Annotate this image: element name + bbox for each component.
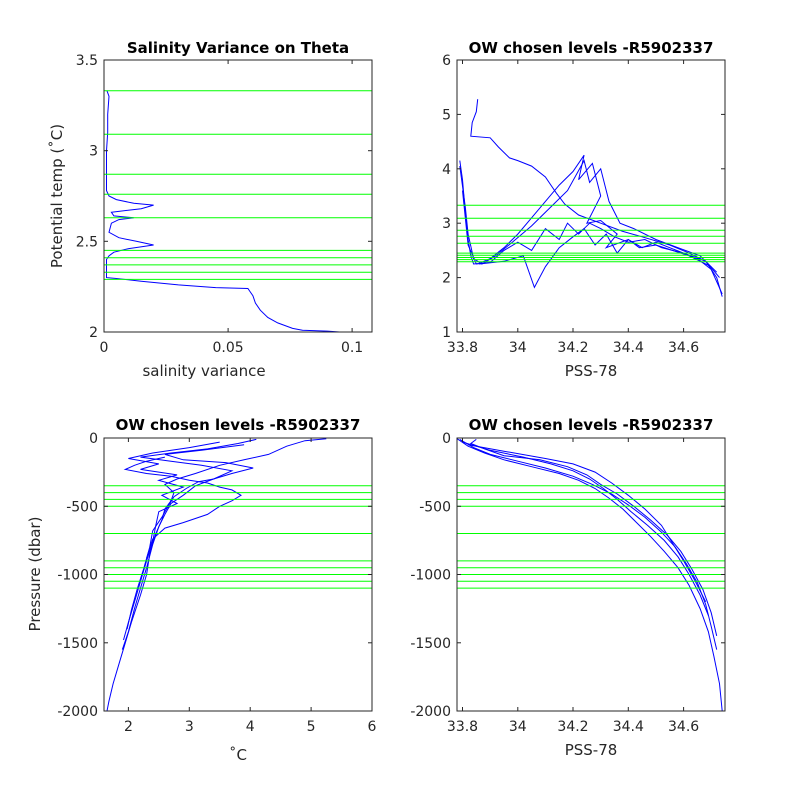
y-axis-label: Pressure (dbar)	[26, 517, 44, 632]
panel-title: OW chosen levels -R5902337	[469, 416, 714, 434]
plot-content	[104, 90, 372, 332]
y-tick-label: -1000	[57, 568, 98, 584]
y-tick-label: 0	[89, 431, 98, 447]
x-tick-label: 34.4	[613, 719, 644, 735]
y-tick-label: 3	[89, 144, 98, 160]
y-tick-label: 2	[442, 271, 451, 287]
plot-area: 33.8 34 34.2 34.4 34.6 -2000 -1500 -1000 -500 0	[410, 431, 726, 735]
plot-content	[104, 438, 372, 711]
profile-line-2	[121, 438, 257, 650]
x-tick-label: 34.6	[668, 719, 699, 735]
profile-line-1	[106, 90, 372, 332]
x-tick-label: 4	[246, 719, 255, 735]
panel-salinity-variance: 0 0.05 0.1 2 2.5 3 3.5 Salinity Variance on Th…	[48, 39, 373, 380]
y-tick-label: 6	[442, 53, 451, 69]
profile-line-1	[457, 438, 723, 711]
y-tick-label: -2000	[410, 704, 451, 720]
profile-line-5	[479, 227, 712, 289]
x-tick-label: 2	[124, 719, 133, 735]
y-tick-label: -500	[419, 499, 451, 515]
y-tick-label: -1000	[410, 568, 451, 584]
y-tick-label: 5	[442, 107, 451, 123]
axes-background	[104, 60, 372, 332]
profile-line-4	[126, 444, 254, 630]
axes-frame	[456, 59, 726, 333]
x-tick-label: 0	[100, 340, 109, 356]
x-tick-label: 0.05	[213, 340, 244, 356]
x-tick-label: 34	[509, 719, 527, 735]
x-tick-label: 34.6	[668, 340, 699, 356]
x-tick-label: 0.1	[341, 340, 363, 356]
y-tick-label: -1500	[57, 636, 98, 652]
x-tick-label: 33.8	[447, 340, 478, 356]
x-tick-label: 3	[185, 719, 194, 735]
x-axis-label: PSS-78	[565, 362, 618, 380]
y-tick-label: 0	[442, 431, 451, 447]
x-axis-label: PSS-78	[565, 741, 618, 759]
y-tick-label: 3.5	[76, 53, 98, 69]
profile-line-5	[123, 456, 242, 559]
y-tick-label: 4	[442, 162, 451, 178]
y-tick-label: 2	[89, 325, 98, 341]
panel-salinity-profile: 33.8 34 34.2 34.4 34.6 -2000 -1500 -1000 -500 0 O…	[410, 416, 726, 759]
x-axis-label: ˚C	[229, 746, 247, 764]
y-tick-label: -2000	[57, 704, 98, 720]
panel-title: OW chosen levels -R5902337	[469, 39, 714, 57]
x-tick-label: 34.4	[613, 340, 644, 356]
y-tick-label: -1500	[410, 636, 451, 652]
axes-background	[457, 60, 725, 332]
profile-line-1	[470, 99, 723, 297]
plot-content	[457, 438, 725, 711]
y-axis-label: Potential temp (˚C)	[48, 124, 66, 268]
x-tick-label: 33.8	[447, 719, 478, 735]
axes-frame	[103, 59, 373, 333]
x-tick-label: 5	[307, 719, 316, 735]
x-axis-label: salinity variance	[142, 362, 265, 380]
plot-area: 0 0.05 0.1 2 2.5 3 3.5	[76, 53, 373, 356]
profile-line-3	[469, 438, 718, 637]
plot-content	[457, 99, 725, 297]
panel-title: Salinity Variance on Theta	[127, 39, 349, 57]
plot-area: 2 3 4 5 6 -2000 -1500 -1000 -500 0	[57, 431, 376, 735]
panel-title: OW chosen levels -R5902337	[116, 416, 361, 434]
x-tick-label: 34.2	[557, 340, 588, 356]
x-tick-label: 6	[368, 719, 377, 735]
x-tick-label: 34.2	[557, 719, 588, 735]
panel-temperature-profile: 2 3 4 5 6 -2000 -1500 -1000 -500 0 OW chosen leve…	[26, 416, 377, 764]
y-tick-label: 2.5	[76, 234, 98, 250]
y-tick-label: -500	[66, 499, 98, 515]
x-tick-label: 34	[509, 340, 527, 356]
y-tick-label: 3	[442, 216, 451, 232]
y-tick-label: 1	[442, 325, 451, 341]
